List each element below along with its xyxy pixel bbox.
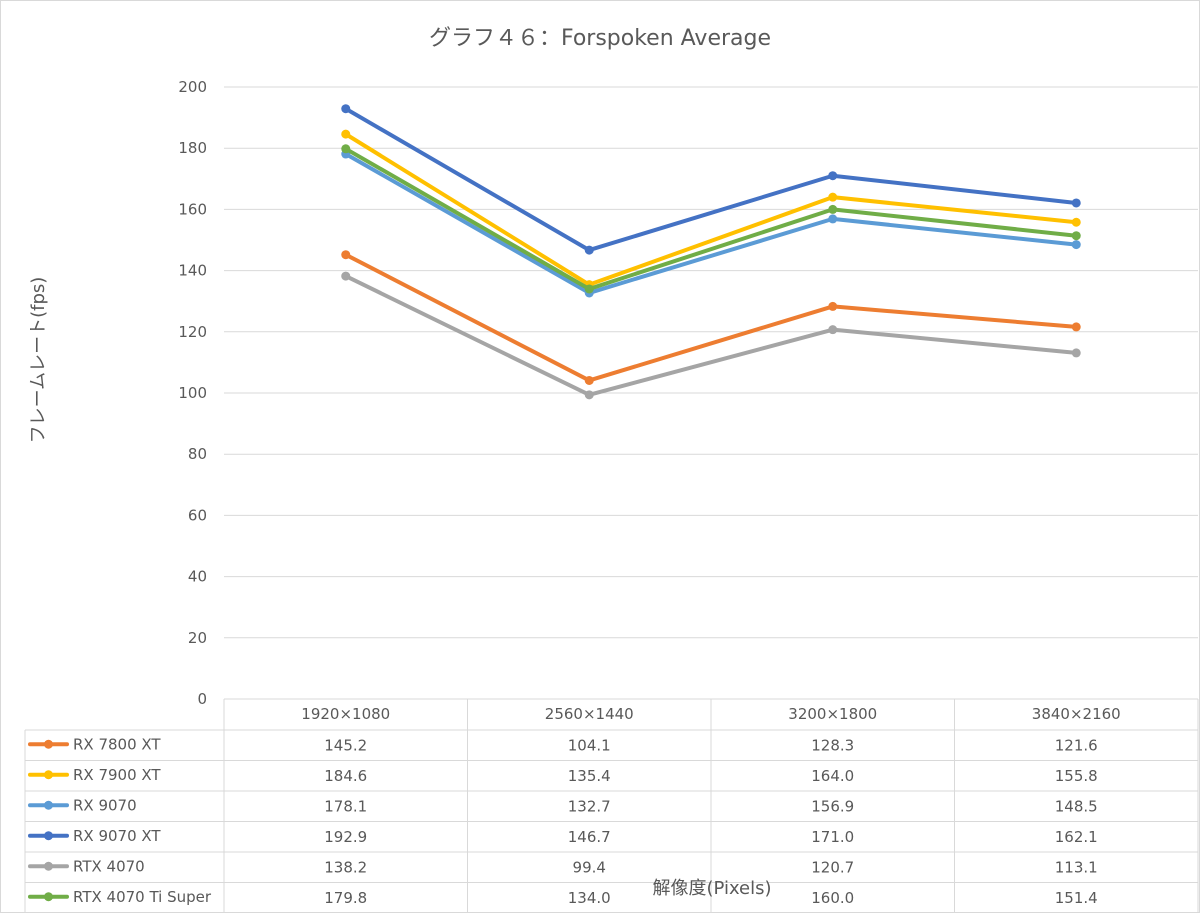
y-tick-labels: 0 20 40 60 80 100 120 140 160 180 200: [178, 78, 207, 708]
data-label-0-0: 145.2: [324, 736, 367, 754]
legend-key-marker-1: [44, 770, 53, 780]
legend-entry-2: RX 9070: [73, 796, 137, 814]
series-lines: [341, 104, 1081, 400]
point-3-1: [584, 245, 594, 255]
data-label-4-3: 113.1: [1055, 858, 1098, 876]
series-line-2: [343, 152, 1079, 295]
legend-entry-5: RTX 4070 Ti Super: [73, 888, 212, 906]
point-3-3: [1071, 198, 1081, 208]
y-tick-label-10: 200: [178, 78, 207, 96]
data-label-2-0: 178.1: [324, 797, 367, 815]
point-5-2: [828, 204, 838, 214]
data-label-5-3: 151.4: [1055, 889, 1098, 907]
point-5-3: [1071, 231, 1081, 241]
point-1-3: [1071, 217, 1081, 227]
data-label-2-1: 132.7: [568, 797, 611, 815]
y-tick-label-9: 180: [178, 139, 207, 157]
point-4-0: [341, 271, 351, 281]
data-label-2-2: 156.9: [811, 797, 854, 815]
series-line-0: [343, 252, 1079, 383]
series-line-1: [343, 132, 1079, 287]
data-label-1-1: 135.4: [568, 767, 611, 785]
point-1-0: [341, 129, 351, 139]
series-line-3: [343, 106, 1079, 253]
y-tick-label-8: 160: [178, 200, 207, 218]
legend-entry-3: RX 9070 XT: [73, 827, 161, 845]
legend-key-marker-4: [44, 861, 53, 871]
y-tick-label-0: 0: [197, 690, 207, 708]
point-5-0: [341, 144, 351, 154]
legend-key-marker-3: [44, 831, 53, 841]
point-4-2: [828, 325, 838, 335]
x-tick-label-0: 1920×1080: [301, 705, 390, 723]
chart-title: グラフ４６：Forspoken Average: [429, 26, 771, 51]
legend-entry-0: RX 7800 XT: [73, 735, 161, 753]
y-axis-title: フレームレート(fps): [28, 277, 49, 444]
point-4-1: [584, 390, 594, 400]
data-label-1-3: 155.8: [1055, 767, 1098, 785]
point-3-0: [341, 104, 351, 114]
point-0-1: [584, 375, 594, 385]
point-2-2: [828, 214, 838, 224]
point-1-2: [828, 192, 838, 202]
data-label-1-2: 164.0: [811, 767, 854, 785]
y-tick-label-7: 140: [178, 262, 207, 280]
data-label-5-0: 179.8: [324, 889, 367, 907]
x-tick-label-1: 2560×1440: [545, 705, 634, 723]
series-line-4: [343, 274, 1079, 397]
series-line-5: [343, 146, 1079, 291]
legend-key-marker-0: [44, 739, 53, 749]
y-tick-label-1: 20: [188, 629, 207, 647]
data-label-0-3: 121.6: [1055, 736, 1098, 754]
data-label-0-1: 104.1: [568, 736, 611, 754]
y-tick-label-5: 100: [178, 384, 207, 402]
y-tick-label-4: 80: [188, 445, 207, 463]
data-label-4-0: 138.2: [324, 858, 367, 876]
data-label-3-3: 162.1: [1055, 828, 1098, 846]
legend-key-marker-5: [44, 892, 53, 902]
data-label-2-3: 148.5: [1055, 797, 1098, 815]
point-3-2: [828, 171, 838, 181]
legend-entry-4: RTX 4070: [73, 857, 145, 875]
point-0-3: [1071, 322, 1081, 332]
data-label-4-1: 99.4: [573, 858, 606, 876]
y-tick-label-3: 60: [188, 506, 207, 524]
data-label-5-2: 160.0: [811, 889, 854, 907]
data-table: 1920×1080 2560×1440 3200×1800 3840×2160 RX 7…: [24, 698, 1199, 913]
legend-key-marker-2: [44, 800, 53, 810]
point-2-3: [1071, 240, 1081, 250]
point-0-0: [341, 250, 351, 260]
point-5-1: [584, 284, 594, 294]
x-tick-label-3: 3840×2160: [1032, 705, 1121, 723]
legend-entry-1: RX 7900 XT: [73, 766, 161, 784]
data-label-3-0: 192.9: [324, 828, 367, 846]
x-axis-title: 解像度(Pixels): [652, 878, 771, 899]
gridlines: [224, 86, 1198, 639]
x-tick-label-2: 3200×1800: [788, 705, 877, 723]
data-label-5-1: 134.0: [568, 889, 611, 907]
data-label-0-2: 128.3: [811, 736, 854, 754]
data-label-3-1: 146.7: [568, 828, 611, 846]
data-label-4-2: 120.7: [811, 858, 854, 876]
y-tick-label-6: 120: [178, 323, 207, 341]
y-tick-label-2: 40: [188, 568, 207, 586]
data-label-3-2: 171.0: [811, 828, 854, 846]
point-4-3: [1071, 348, 1081, 358]
data-label-1-0: 184.6: [324, 767, 367, 785]
point-0-2: [828, 301, 838, 311]
